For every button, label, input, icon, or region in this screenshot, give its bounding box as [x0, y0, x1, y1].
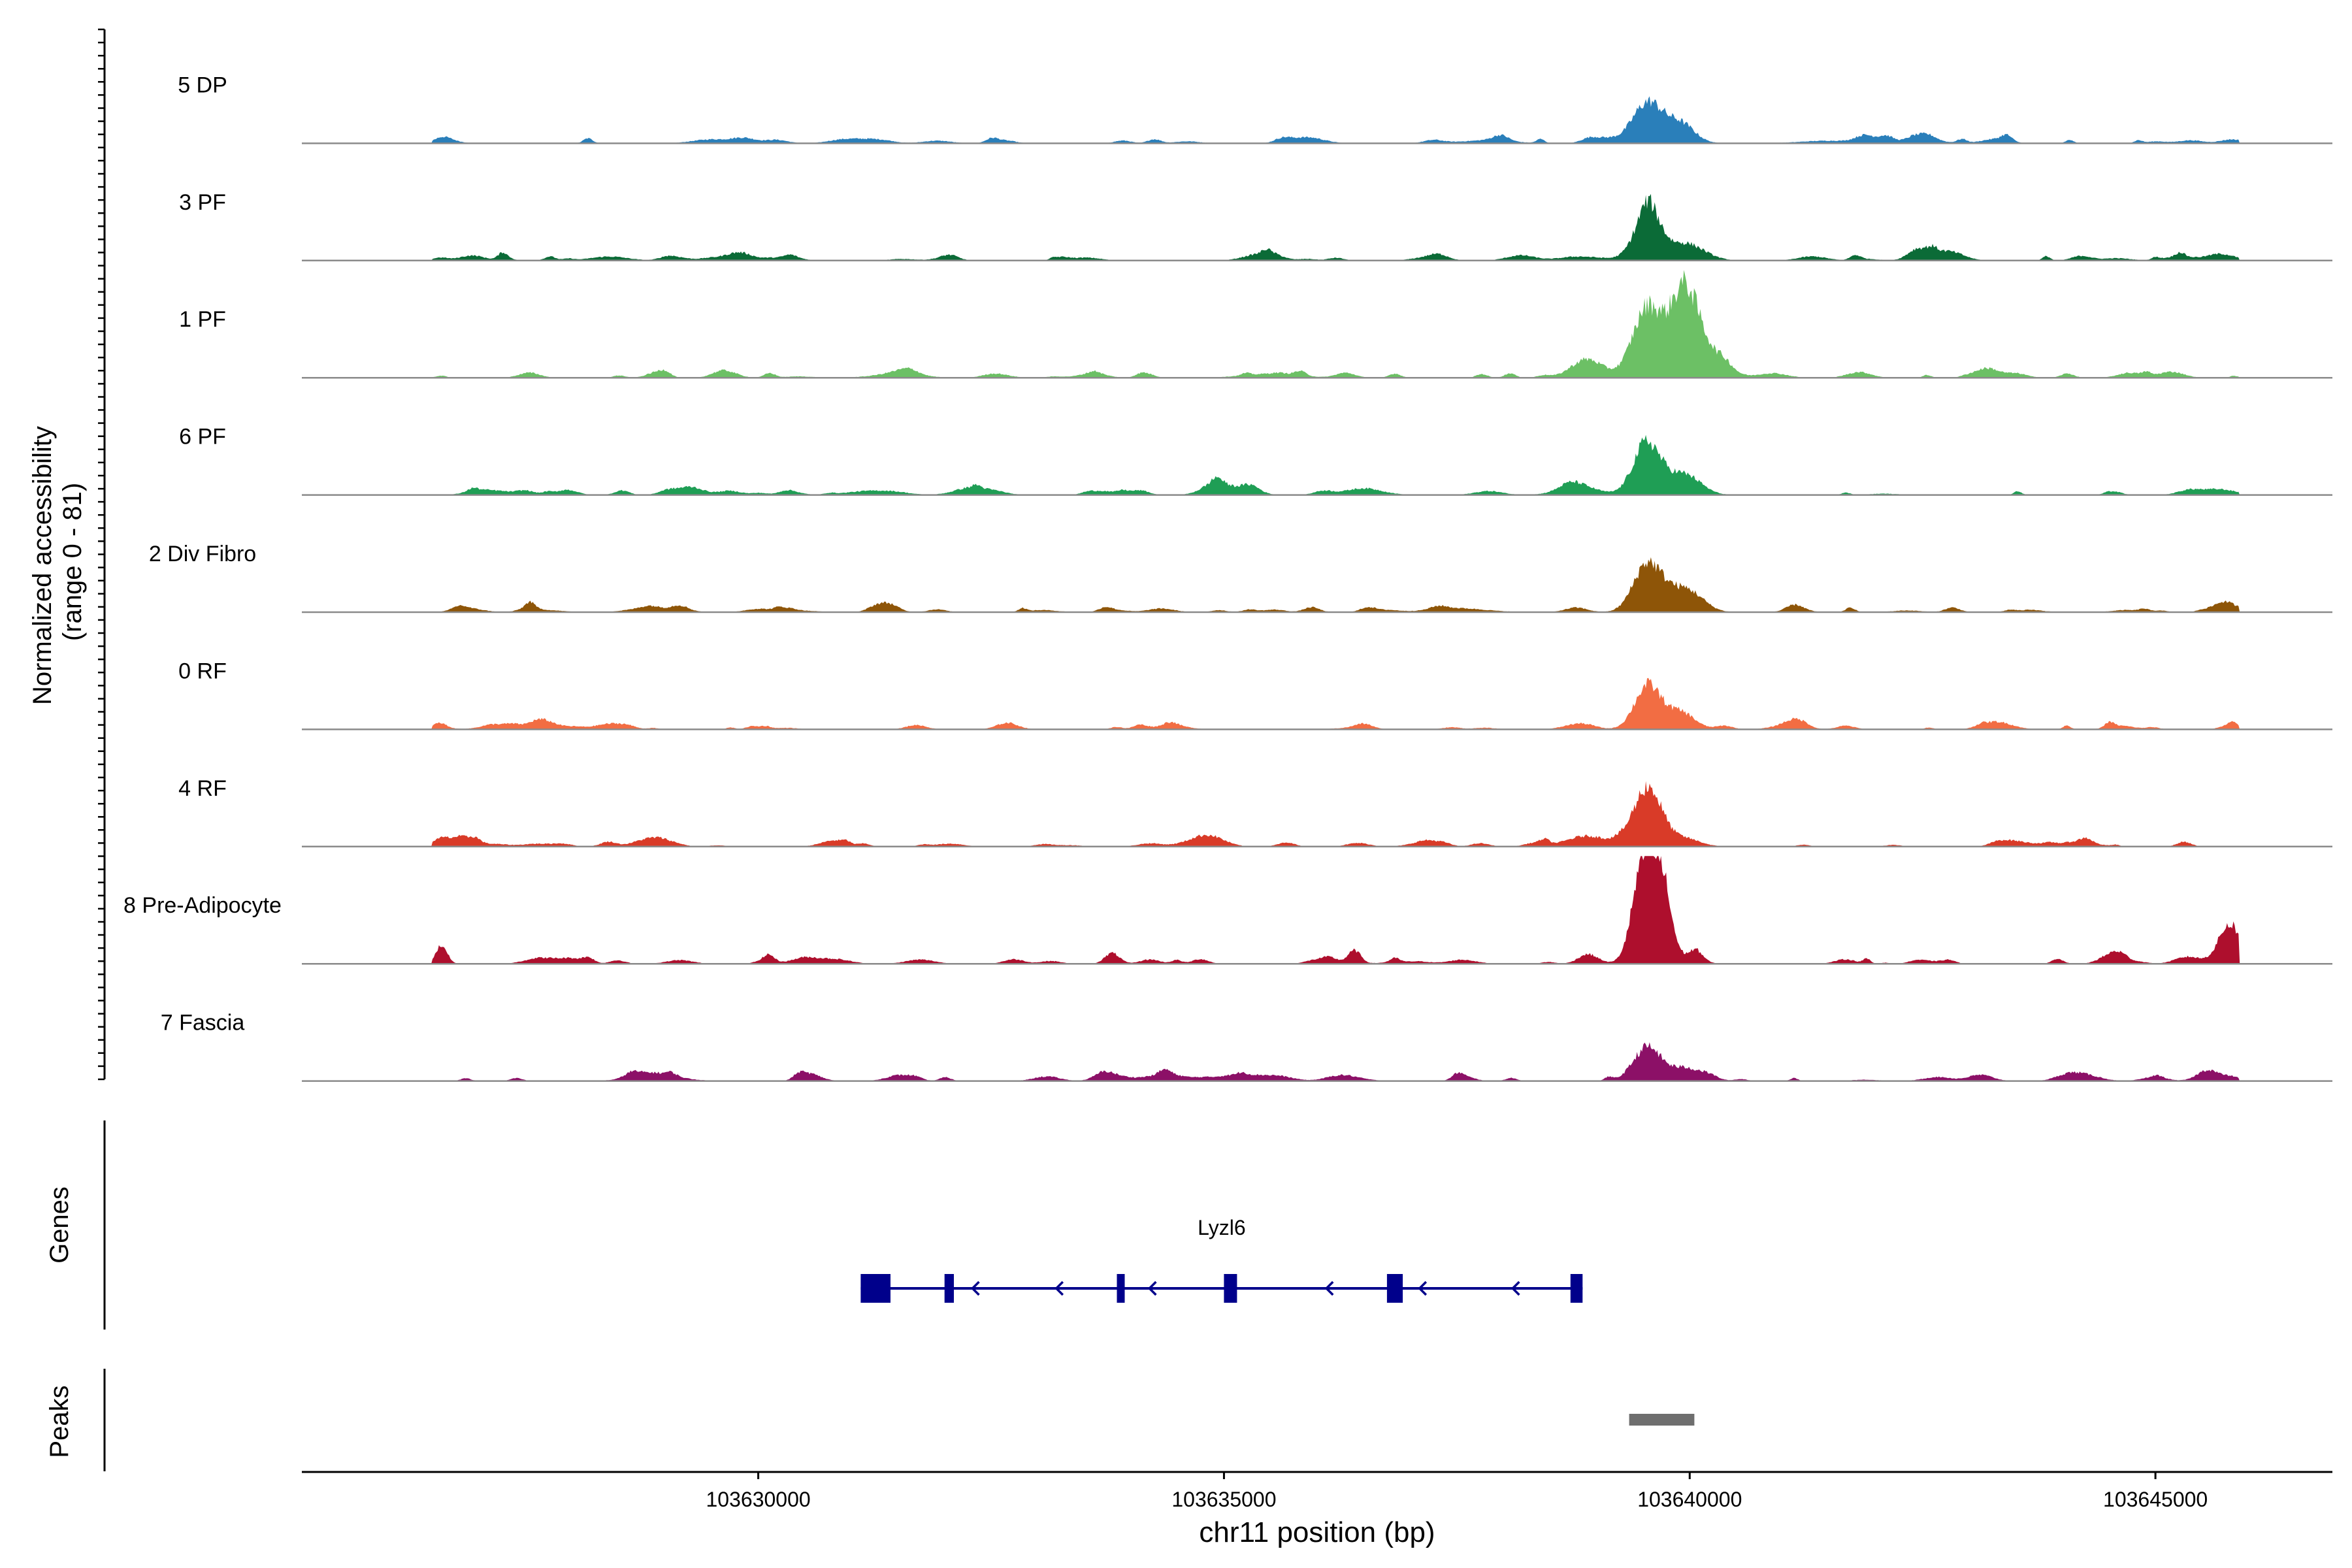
track-label-6: 4 RF	[178, 776, 227, 801]
track-5: 0 RF	[178, 659, 2332, 730]
coverage-area-0	[302, 96, 2332, 144]
coverage-area-1	[302, 193, 2332, 261]
track-label-8: 7 Fascia	[161, 1011, 245, 1036]
coverage-area-3	[302, 434, 2332, 495]
track-label-7: 8 Pre-Adipocyte	[123, 893, 282, 918]
coverage-area-6	[302, 781, 2332, 847]
strand-arrow-0	[971, 1281, 980, 1296]
track-4: 2 Div Fibro	[149, 542, 2332, 613]
genes-panel-label: Genes	[45, 1186, 74, 1264]
x-axis: 103630000 103635000 103640000 103645000	[302, 1471, 2332, 1511]
gene-name-label: Lyzl6	[1198, 1216, 1246, 1239]
gene-exon-0	[860, 1274, 890, 1303]
strand-arrow-3	[1324, 1281, 1334, 1296]
x-axis-tick-label-2: 103640000	[1637, 1488, 1742, 1511]
track-7: 8 Pre-Adipocyte	[123, 856, 2332, 965]
strand-arrow-2	[1147, 1281, 1157, 1296]
track-3: 6 PF	[179, 425, 2332, 496]
coverage-area-5	[302, 678, 2332, 730]
y-axis-label-line1: Normalized accessibility	[28, 426, 57, 705]
peaks-panel-label: Peaks	[45, 1385, 74, 1458]
track-2: 1 PF	[179, 270, 2332, 379]
coverage-area-4	[302, 557, 2332, 612]
track-6: 4 RF	[178, 776, 2332, 848]
coverage-tracks: 5 DP 3 PF 1 PF 6 PF 2 Div Fibro 0 RF 4 RF 8 Pre…	[123, 73, 2332, 1082]
y-axis-label-line2: (range 0 - 81)	[58, 483, 87, 641]
strand-arrow-4	[1418, 1281, 1428, 1296]
track-8: 7 Fascia	[161, 1011, 2332, 1082]
gene-exon-1	[944, 1274, 954, 1303]
y-axis-label: Normalized accessibility (range 0 - 81)	[28, 419, 87, 705]
x-axis-tick-label-1: 103635000	[1171, 1488, 1276, 1511]
gene-exon-2	[1117, 1274, 1125, 1303]
track-label-5: 0 RF	[178, 659, 227, 683]
gene-exon-4	[1386, 1274, 1403, 1303]
track-label-3: 6 PF	[179, 425, 226, 449]
coverage-area-7	[302, 856, 2332, 964]
x-axis-tick-label-0: 103630000	[706, 1488, 811, 1511]
coverage-area-2	[302, 270, 2332, 378]
track-label-4: 2 Div Fibro	[149, 542, 256, 566]
gene-annotation-track: Lyzl6	[103, 1120, 1583, 1330]
x-axis-tick-label-3: 103645000	[2103, 1488, 2208, 1511]
gene-exon-5	[1570, 1274, 1583, 1303]
peaks-track	[103, 1369, 1695, 1471]
gene-exon-3	[1224, 1274, 1237, 1303]
peak-region-0	[1629, 1414, 1695, 1426]
track-label-0: 5 DP	[178, 73, 227, 97]
coverage-y-axis	[98, 28, 106, 1081]
strand-arrow-1	[1054, 1281, 1064, 1296]
x-axis-title: chr11 position (bp)	[1199, 1516, 1435, 1548]
strand-arrow-5	[1511, 1281, 1520, 1296]
coverage-area-8	[302, 1042, 2332, 1081]
track-label-2: 1 PF	[179, 307, 226, 332]
track-label-1: 3 PF	[179, 190, 226, 215]
track-0: 5 DP	[178, 73, 2332, 144]
track-1: 3 PF	[179, 190, 2332, 262]
